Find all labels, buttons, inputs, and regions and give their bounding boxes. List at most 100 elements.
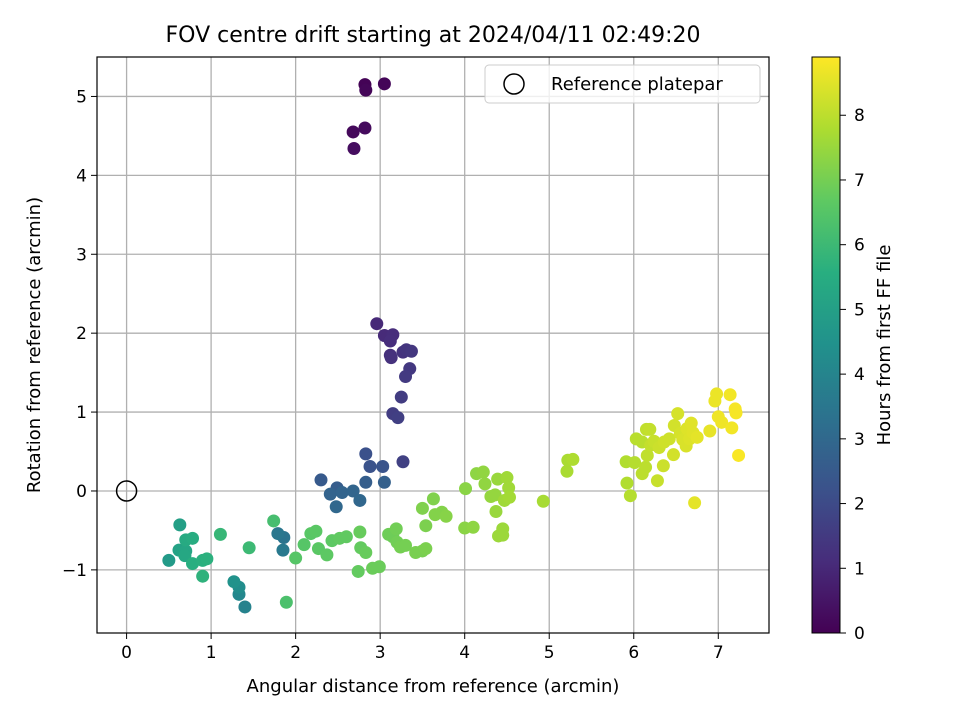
- data-point: [671, 407, 685, 421]
- y-axis-ticks: −1 0 1 2 3 4 5: [62, 87, 97, 581]
- data-points: [162, 77, 746, 614]
- data-point: [173, 518, 187, 532]
- data-point: [227, 575, 241, 589]
- data-point: [383, 334, 397, 348]
- data-point: [628, 456, 642, 470]
- data-point: [389, 522, 403, 536]
- data-point: [656, 459, 670, 473]
- data-point: [396, 455, 410, 469]
- x-tick-label: 2: [290, 643, 301, 663]
- data-point: [359, 83, 373, 97]
- reference-marker-group: [115, 480, 138, 502]
- x-tick-label: 1: [206, 643, 217, 663]
- data-point: [377, 475, 391, 489]
- data-point: [650, 474, 664, 488]
- x-axis-ticks: 0 1 2 3 4 5 6 7: [121, 633, 724, 663]
- colorbar-tick-label: 4: [854, 365, 865, 385]
- colorbar-tick-label: 2: [854, 495, 865, 515]
- data-point: [419, 542, 433, 556]
- x-axis-label: Angular distance from reference (arcmin): [247, 676, 620, 697]
- data-point: [688, 496, 702, 510]
- y-tick-label: 0: [76, 482, 87, 502]
- data-point: [162, 553, 176, 567]
- x-tick-label: 0: [121, 643, 132, 663]
- data-point: [426, 492, 440, 506]
- data-point: [703, 424, 717, 438]
- data-point: [377, 77, 391, 91]
- data-point: [289, 551, 303, 565]
- plot-frame: [96, 56, 770, 634]
- data-point: [476, 465, 490, 479]
- legend-entry-label: Reference platepar: [551, 74, 723, 95]
- data-point: [335, 486, 349, 500]
- data-point: [359, 447, 373, 461]
- data-point: [419, 519, 433, 533]
- y-tick-label: 4: [76, 166, 87, 186]
- data-point: [399, 538, 413, 552]
- data-point: [267, 514, 281, 528]
- data-point: [242, 541, 256, 555]
- data-point: [346, 125, 360, 139]
- data-point: [358, 121, 372, 135]
- data-point: [662, 432, 676, 446]
- x-tick-label: 5: [544, 643, 555, 663]
- y-tick-label: 2: [76, 324, 87, 344]
- y-axis-label: Rotation from reference (arcmin): [24, 197, 45, 493]
- data-point: [323, 487, 337, 501]
- data-point: [496, 528, 510, 542]
- data-point: [643, 422, 657, 436]
- chart-title: FOV centre drift starting at 2024/04/11 …: [166, 23, 701, 48]
- data-point: [376, 460, 390, 474]
- reference-platepar-marker: [115, 480, 138, 502]
- x-tick-label: 7: [713, 643, 724, 663]
- data-point: [370, 317, 384, 331]
- data-point: [415, 501, 429, 515]
- data-point: [359, 475, 373, 489]
- data-point: [320, 548, 334, 562]
- data-point: [196, 569, 210, 583]
- data-point: [566, 452, 580, 466]
- data-point: [439, 509, 453, 523]
- legend-reference-marker: [503, 73, 525, 95]
- data-point: [489, 504, 503, 518]
- data-point: [279, 595, 293, 609]
- data-point: [690, 430, 704, 444]
- data-point: [640, 448, 654, 462]
- data-point: [346, 484, 360, 498]
- data-point: [394, 390, 408, 404]
- data-point: [200, 552, 214, 566]
- data-point: [729, 406, 743, 420]
- data-point: [500, 471, 514, 485]
- data-point: [186, 557, 200, 571]
- data-point: [639, 460, 653, 474]
- data-point: [353, 493, 367, 507]
- colorbar-tick-label: 8: [854, 106, 865, 126]
- data-point: [309, 524, 323, 538]
- data-point: [347, 142, 361, 156]
- colorbar-tick-label: 6: [854, 236, 865, 256]
- y-tick-label: 1: [76, 403, 87, 423]
- data-point: [213, 527, 227, 541]
- data-point: [314, 473, 328, 487]
- data-point: [186, 531, 200, 545]
- data-point: [391, 411, 405, 425]
- colorbar-gradient: [811, 56, 841, 634]
- grid-lines: [97, 57, 769, 633]
- data-point: [271, 527, 285, 541]
- data-point: [372, 560, 386, 574]
- colorbar-ticks: 0 1 2 3 4 5 6 7 8: [840, 106, 865, 644]
- data-point: [297, 538, 311, 552]
- colorbar: 0 1 2 3 4 5 6 7 8 Hours from first FF file: [811, 56, 895, 644]
- data-point: [623, 489, 637, 503]
- data-point: [536, 494, 550, 508]
- colorbar-tick-label: 7: [854, 171, 865, 191]
- data-point: [732, 448, 746, 462]
- data-point: [725, 421, 739, 435]
- data-point: [502, 481, 516, 495]
- y-tick-label: 5: [76, 87, 87, 107]
- data-point: [339, 530, 353, 544]
- data-point: [359, 546, 373, 560]
- data-point: [478, 477, 492, 491]
- x-tick-label: 3: [375, 643, 386, 663]
